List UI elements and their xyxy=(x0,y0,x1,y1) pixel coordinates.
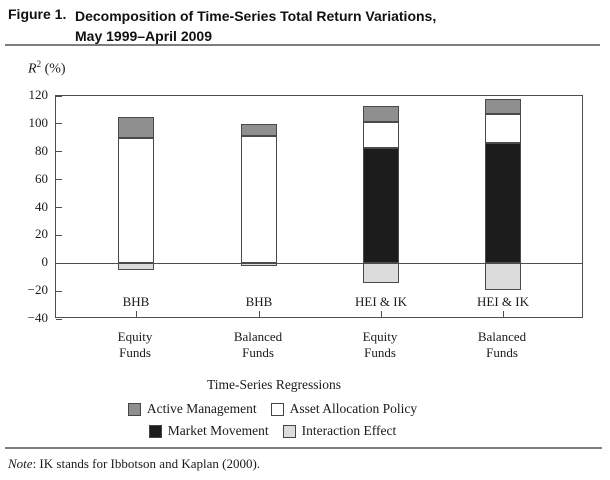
bar-segment-policy xyxy=(485,114,521,144)
legend-item: Market Movement xyxy=(148,423,269,439)
title-divider-rule xyxy=(5,44,600,46)
x-tick-mark xyxy=(135,311,137,317)
bar-category-label-line: Funds xyxy=(119,345,151,360)
y-tick-label: 80 xyxy=(35,142,48,158)
legend-label: Asset Allocation Policy xyxy=(289,401,418,416)
y-tick-mark xyxy=(56,151,62,153)
bar-segment-policy xyxy=(118,137,154,264)
legend-label: Active Management xyxy=(146,401,257,416)
legend-item: Interaction Effect xyxy=(282,423,397,439)
legend-swatch-interaction xyxy=(282,424,296,438)
y-tick-label: −40 xyxy=(27,310,48,325)
bar-segment-active xyxy=(485,98,521,115)
legend-row: Active Management Asset Allocation Policy xyxy=(0,398,545,420)
y-tick-mark xyxy=(56,290,62,292)
y-tick-mark xyxy=(56,207,62,208)
y-tick-mark xyxy=(56,234,62,236)
bar-group-label: HEI & IK xyxy=(355,294,407,310)
y-tick-label: 100 xyxy=(28,114,49,130)
y-tick-mark xyxy=(56,95,62,97)
y-tick-mark xyxy=(56,179,62,181)
bar-group-label: BHB xyxy=(245,294,273,310)
bar-segment-interaction xyxy=(118,263,154,271)
bar-segment-interaction xyxy=(485,263,521,290)
bar-segment-interaction xyxy=(363,263,399,283)
bar-category-label-line: Balanced xyxy=(477,329,527,344)
legend: Active Management Asset Allocation Policy… xyxy=(0,398,545,442)
y-tick-label: 0 xyxy=(41,254,49,270)
y-tick-mark xyxy=(56,123,62,125)
bar-category-label: Balanced Funds xyxy=(447,329,557,361)
x-tick-mark xyxy=(258,311,260,317)
x-axis-title: Time-Series Regressions xyxy=(206,377,342,392)
zero-baseline xyxy=(56,262,582,264)
bar-segment-active xyxy=(118,116,154,138)
figure-title-line1: Decomposition of Time-Series Total Retur… xyxy=(75,8,437,24)
y-tick-label: 60 xyxy=(35,170,48,186)
bar-segment-active xyxy=(363,105,399,123)
legend-row: Market Movement Interaction Effect xyxy=(0,420,545,442)
bar-category-label: Equity Funds xyxy=(325,329,435,361)
figure-number-label: Figure 1. xyxy=(8,6,67,22)
bar-category-label-line: Funds xyxy=(486,345,518,360)
x-tick-mark xyxy=(502,311,504,317)
bar-segment-policy xyxy=(363,122,399,148)
bar-category-label: Equity Funds xyxy=(80,329,190,361)
figure-title-line2: May 1999–April 2009 xyxy=(75,28,212,44)
y-axis-title-superscript: 2 xyxy=(36,59,42,69)
y-tick-label: 120 xyxy=(28,87,49,102)
bar-segment-market xyxy=(485,143,521,264)
legend-item: Active Management xyxy=(127,401,257,417)
legend-swatch-active xyxy=(127,402,141,416)
legend-swatch-policy xyxy=(270,402,284,416)
footnote: Note: IK stands for Ibbotson and Kaplan … xyxy=(8,456,260,472)
legend-label: Market Movement xyxy=(167,423,269,438)
bar-category-label-line: Funds xyxy=(364,345,396,360)
y-tick-label: −20 xyxy=(27,282,48,298)
legend-item: Asset Allocation Policy xyxy=(270,401,418,417)
footnote-text: : IK stands for Ibbotson and Kaplan (200… xyxy=(32,456,261,471)
bar-category-label-line: Funds xyxy=(242,345,274,360)
legend-label: Interaction Effect xyxy=(301,423,397,438)
bar-group-label: HEI & IK xyxy=(477,294,529,310)
y-tick-label: 20 xyxy=(35,226,48,242)
footnote-label: Note xyxy=(8,456,33,471)
bar-segment-interaction xyxy=(241,263,277,267)
legend-swatch-market xyxy=(148,424,162,438)
footer-divider-rule xyxy=(5,447,602,449)
bar-segment-active xyxy=(241,123,277,137)
bar-group-label: BHB xyxy=(122,294,150,310)
bar-category-label-line: Balanced xyxy=(233,329,283,344)
y-tick-label: 40 xyxy=(35,198,48,214)
bar-segment-market xyxy=(363,147,399,264)
y-axis-title: R2 (%) xyxy=(28,59,66,78)
y-axis-title-base: R xyxy=(28,61,37,77)
y-tick-mark xyxy=(56,318,62,320)
plot-area: BHB BHB HEI & IK HEI & IK xyxy=(55,95,583,320)
figure-title: Decomposition of Time-Series Total Retur… xyxy=(75,6,595,46)
bar-segment-policy xyxy=(241,136,277,264)
y-axis-title-unit: (%) xyxy=(41,61,66,77)
bar-category-label: Balanced Funds xyxy=(203,329,313,361)
bar-category-label-line: Equity xyxy=(362,329,398,344)
x-tick-mark xyxy=(380,311,382,317)
bar-category-label-line: Equity xyxy=(117,329,153,344)
